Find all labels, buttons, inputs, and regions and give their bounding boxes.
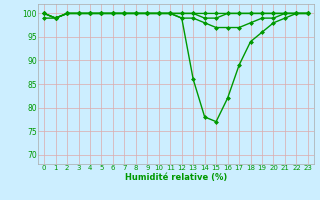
X-axis label: Humidité relative (%): Humidité relative (%) bbox=[125, 173, 227, 182]
